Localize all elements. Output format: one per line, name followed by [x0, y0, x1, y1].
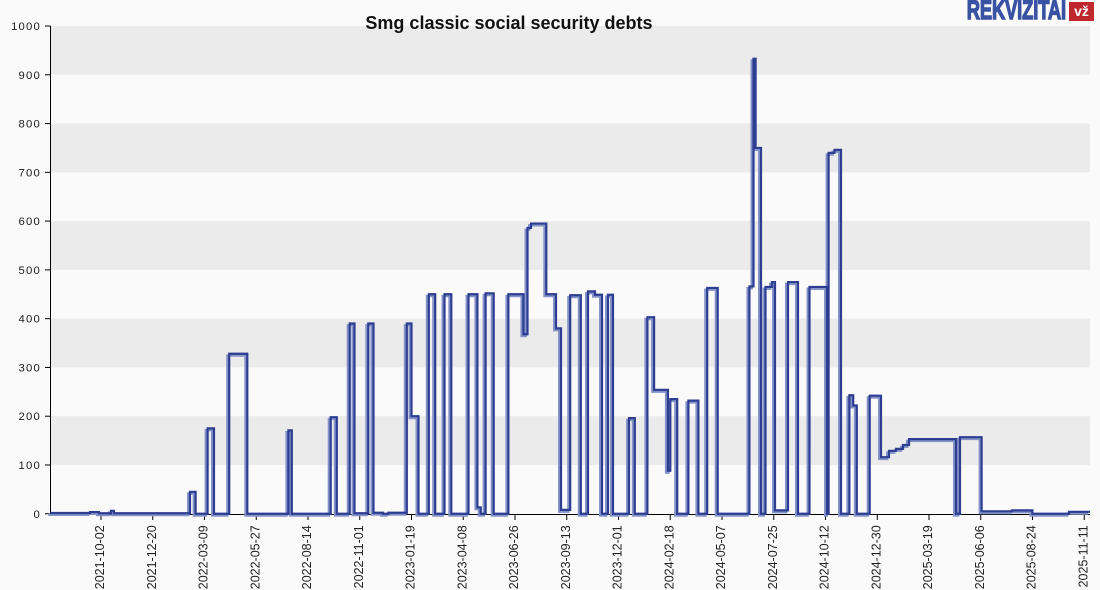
svg-text:Smg classic social security de: Smg classic social security debts — [365, 13, 652, 33]
svg-text:2024-02-18: 2024-02-18 — [662, 525, 676, 589]
svg-text:1000: 1000 — [11, 21, 41, 33]
svg-text:2022-03-09: 2022-03-09 — [197, 525, 211, 589]
svg-text:600: 600 — [19, 216, 41, 228]
svg-text:2021-10-02: 2021-10-02 — [93, 525, 107, 589]
svg-text:200: 200 — [19, 411, 41, 423]
svg-text:0: 0 — [34, 509, 41, 521]
svg-text:2023-12-01: 2023-12-01 — [611, 525, 625, 589]
svg-text:900: 900 — [19, 70, 41, 82]
svg-text:100: 100 — [19, 460, 41, 472]
svg-text:500: 500 — [19, 265, 41, 277]
svg-text:2025-03-19: 2025-03-19 — [921, 525, 935, 589]
svg-text:2025-11-11: 2025-11-11 — [1076, 525, 1090, 587]
svg-text:300: 300 — [19, 362, 41, 374]
svg-text:2023-09-13: 2023-09-13 — [559, 525, 573, 589]
svg-text:800: 800 — [19, 119, 41, 131]
svg-text:2023-04-08: 2023-04-08 — [455, 525, 469, 589]
svg-text:2025-06-06: 2025-06-06 — [973, 525, 987, 589]
svg-text:2023-06-26: 2023-06-26 — [507, 525, 521, 589]
svg-text:2022-05-27: 2022-05-27 — [248, 525, 262, 589]
svg-text:2025-08-24: 2025-08-24 — [1025, 525, 1039, 589]
svg-text:2022-08-14: 2022-08-14 — [300, 525, 314, 589]
svg-text:700: 700 — [19, 167, 41, 179]
svg-text:2024-07-25: 2024-07-25 — [766, 525, 780, 589]
svg-text:2021-12-20: 2021-12-20 — [145, 525, 159, 589]
svg-text:2022-11-01: 2022-11-01 — [352, 525, 366, 588]
svg-text:2023-01-19: 2023-01-19 — [404, 525, 418, 589]
svg-text:2024-05-07: 2024-05-07 — [714, 525, 728, 589]
svg-text:2024-12-30: 2024-12-30 — [869, 525, 883, 589]
svg-text:2024-10-12: 2024-10-12 — [818, 525, 832, 589]
svg-text:400: 400 — [19, 314, 41, 326]
